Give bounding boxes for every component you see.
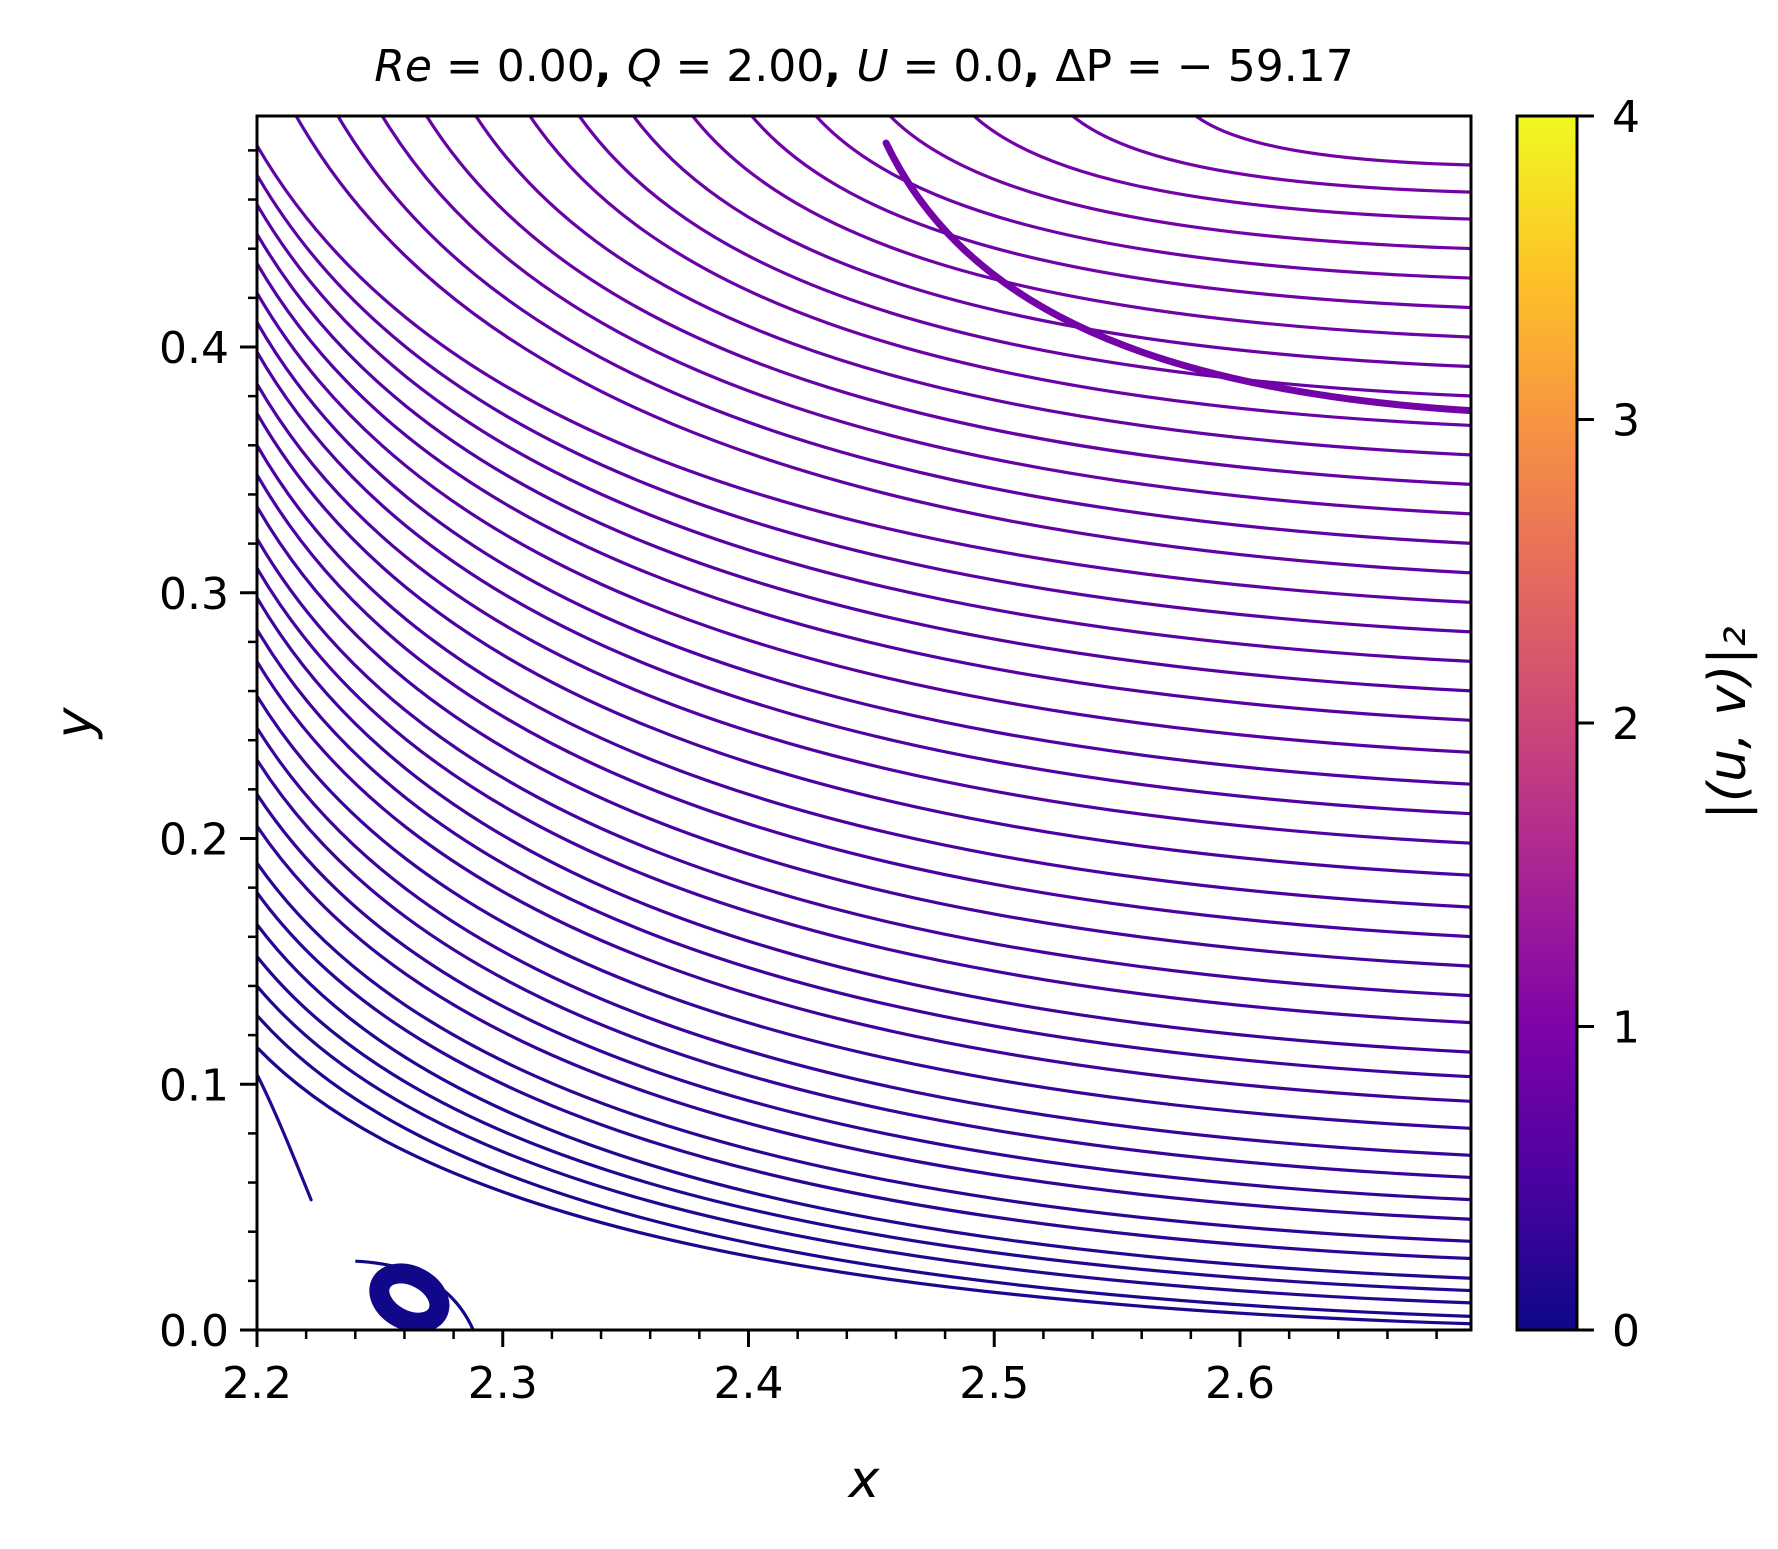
title-part-2: ,	[595, 41, 627, 92]
streamline-3	[257, 984, 1471, 1305]
streamline-9	[257, 792, 1471, 1202]
streamline-16	[257, 566, 1471, 1025]
streamline-10	[257, 758, 1471, 1180]
streamline-8	[257, 824, 1471, 1221]
title-part-8: ,	[1023, 41, 1055, 92]
streamline-42	[887, 116, 1471, 251]
y-tick-label: 0.4	[159, 323, 229, 374]
streamline-17	[257, 537, 1471, 998]
chart-title: Re = 0.00, Q = 2.00, U = 0.0, ΔP = − 59.…	[374, 41, 1353, 92]
streamline-29	[257, 173, 1471, 634]
streamline-35	[474, 116, 1471, 457]
y-axis: 0.0 0.1 0.2 0.3 0.4	[159, 149, 257, 1357]
colorbar-tick-label: 3	[1612, 396, 1640, 447]
y-tick-label: 0.2	[159, 815, 229, 866]
x-tick-label: 2.2	[222, 1358, 292, 1409]
title-part-9: ΔP	[1055, 41, 1112, 92]
x-tick-label: 2.3	[468, 1358, 538, 1409]
streamline-36	[528, 116, 1471, 428]
streamline-44	[1070, 116, 1471, 194]
colorbar-tick-label: 4	[1612, 92, 1640, 143]
streamline-24	[257, 320, 1471, 786]
streamline-23	[257, 350, 1471, 816]
streamline-20	[257, 443, 1471, 909]
colorbar-tick-label: 1	[1612, 1003, 1640, 1054]
eddy-tail	[355, 1259, 475, 1330]
streamline-34	[424, 116, 1471, 487]
streamline-15	[257, 596, 1471, 1054]
streamline-14	[257, 628, 1471, 1079]
streamline-45	[1193, 116, 1471, 167]
streamlines	[257, 116, 1471, 1330]
title-part-3: Q	[627, 41, 662, 92]
streamline-30	[257, 143, 1471, 604]
x-tick-label: 2.5	[959, 1358, 1029, 1409]
streamline-0	[257, 1072, 313, 1202]
title-part-5: ,	[824, 41, 856, 92]
title-part-1: = 0.00	[432, 41, 595, 92]
x-tick-label: 2.4	[714, 1358, 784, 1409]
streamline-33	[380, 116, 1471, 516]
streamline-27	[257, 232, 1471, 693]
title-part-4: = 2.00	[661, 41, 824, 92]
colorbar-label: |(u, v)|₂	[1698, 626, 1758, 819]
y-tick-label: 0.0	[159, 1306, 229, 1357]
plot-frame	[255, 114, 1473, 1332]
colorbar-gradient	[1517, 116, 1577, 1330]
streamline-40	[749, 116, 1471, 310]
streamline-19	[257, 473, 1471, 939]
colorbar-tick-label: 2	[1612, 699, 1640, 750]
streamline-38	[631, 116, 1471, 369]
streamline-32	[336, 116, 1471, 545]
streamline-6	[257, 891, 1471, 1261]
title-part-10: = − 59.17	[1112, 41, 1354, 92]
streamline-21	[257, 411, 1471, 877]
streamline-37	[577, 116, 1471, 398]
streamline-39	[690, 116, 1471, 339]
eddy-loop	[369, 1263, 450, 1330]
streamline-13	[257, 660, 1471, 1103]
x-axis-label: x	[847, 1450, 881, 1510]
y-tick-label: 0.1	[159, 1060, 229, 1111]
streamline-26	[257, 261, 1471, 722]
streamline-4	[257, 954, 1471, 1293]
streamline-1	[257, 1045, 1471, 1326]
streamline-2	[257, 1013, 1471, 1318]
title-part-6: U	[856, 41, 888, 92]
y-tick-label: 0.3	[159, 569, 229, 620]
streamline-18	[257, 505, 1471, 968]
streamline-46	[882, 139, 1471, 415]
streamline-12	[257, 694, 1471, 1130]
title-part-0: Re	[374, 41, 432, 92]
x-tick-label: 2.6	[1205, 1358, 1275, 1409]
streamline-41	[813, 116, 1471, 280]
streamline-22	[257, 382, 1471, 845]
streamline-31	[294, 116, 1471, 575]
colorbar-axis: 0 1 2 3 4	[1577, 92, 1640, 1357]
streamline-5	[257, 922, 1471, 1280]
colorbar-tick-label: 0	[1612, 1306, 1640, 1357]
streamline-28	[257, 202, 1471, 663]
title-part-7: = 0.0	[889, 41, 1024, 92]
x-axis: 2.2 2.3 2.4 2.5 2.6	[222, 1330, 1438, 1409]
y-axis-label: y	[45, 706, 105, 740]
streamline-43	[971, 116, 1471, 221]
streamline-11	[257, 726, 1471, 1157]
streamline-7	[257, 861, 1471, 1243]
streamline-25	[257, 291, 1471, 754]
